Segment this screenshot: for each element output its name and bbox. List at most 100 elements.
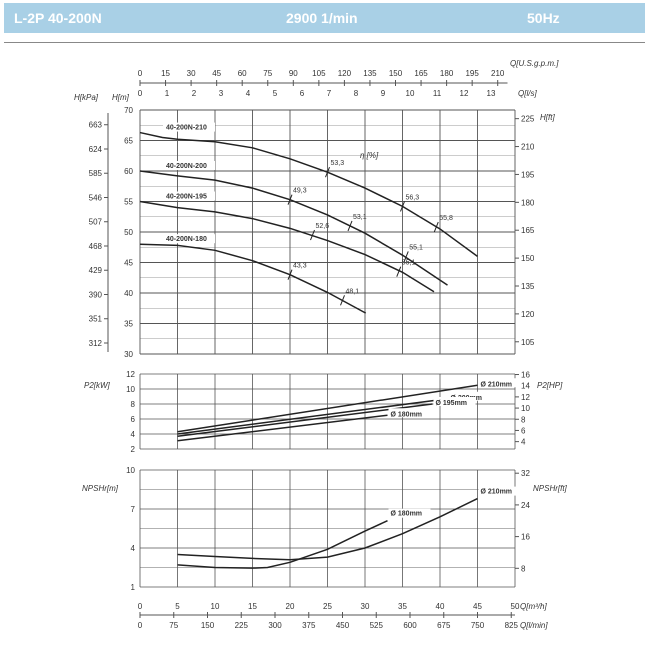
npsh-ft-axis-label: NPSHr[ft] bbox=[533, 484, 568, 493]
lmin-tick: 0 bbox=[138, 621, 143, 630]
p-hp-tick: 6 bbox=[521, 426, 526, 435]
npsh-curve-Ø 180mm bbox=[177, 520, 388, 569]
h-ft-tick: 135 bbox=[521, 282, 535, 291]
lmin-tick: 750 bbox=[471, 621, 485, 630]
efficiency-tick bbox=[340, 295, 345, 306]
efficiency-label: η [%] bbox=[360, 151, 379, 160]
npsh-ft-tick: 16 bbox=[521, 533, 530, 542]
ls-tick: 8 bbox=[354, 89, 359, 98]
lmin-tick: 525 bbox=[370, 621, 384, 630]
gpm-tick: 45 bbox=[212, 69, 221, 78]
m3h-tick: 40 bbox=[436, 602, 445, 611]
h-m-tick: 35 bbox=[124, 320, 133, 329]
ls-tick: 4 bbox=[246, 89, 251, 98]
head-curve-40-200N-180 bbox=[139, 243, 367, 314]
frequency-label: 50Hz bbox=[527, 10, 560, 26]
h-m-tick: 45 bbox=[124, 259, 133, 268]
head-curve-label: 40-200N-200 bbox=[166, 163, 207, 170]
m3h-tick: 50 bbox=[511, 602, 520, 611]
h-m-tick: 40 bbox=[124, 289, 133, 298]
curve-label-bg bbox=[163, 191, 215, 201]
curve-label-bg bbox=[163, 122, 215, 132]
efficiency-value: 55,1 bbox=[409, 244, 423, 251]
m3h-tick: 45 bbox=[473, 602, 482, 611]
ls-tick: 5 bbox=[273, 89, 278, 98]
kpa-tick: 663 bbox=[89, 121, 103, 130]
npsh-m-tick: 7 bbox=[131, 505, 136, 514]
efficiency-value: 52,6 bbox=[316, 223, 330, 230]
efficiency-value: 49,3 bbox=[293, 188, 307, 195]
lmin-tick: 375 bbox=[302, 621, 316, 630]
ls-tick: 1 bbox=[165, 89, 170, 98]
gpm-tick: 150 bbox=[389, 69, 403, 78]
gpm-tick: 75 bbox=[263, 69, 272, 78]
lmin-tick: 450 bbox=[336, 621, 350, 630]
h-m-tick: 60 bbox=[124, 167, 133, 176]
npsh-curve-Ø 210mm bbox=[177, 497, 478, 561]
power-curve-label: Ø 180mm bbox=[391, 411, 423, 418]
gpm-tick: 120 bbox=[338, 69, 352, 78]
npsh-curve-label: Ø 210mm bbox=[481, 489, 513, 496]
ls-tick: 0 bbox=[138, 89, 143, 98]
kpa-tick: 624 bbox=[89, 145, 103, 154]
p-hp-tick: 4 bbox=[521, 438, 526, 447]
curve-label-bg bbox=[388, 408, 431, 418]
curve-label-bg bbox=[478, 486, 521, 496]
curve-label-bg bbox=[433, 397, 476, 406]
h-ft-tick: 120 bbox=[521, 310, 535, 319]
m3h-axis-label: Q[m³/h] bbox=[520, 602, 547, 611]
lmin-tick: 150 bbox=[201, 621, 215, 630]
ls-tick: 10 bbox=[406, 89, 415, 98]
h-ft-tick: 195 bbox=[521, 170, 535, 179]
m3h-tick: 0 bbox=[138, 602, 143, 611]
gpm-tick: 105 bbox=[312, 69, 326, 78]
efficiency-tick bbox=[287, 194, 293, 205]
h-ft-tick: 165 bbox=[521, 226, 535, 235]
kpa-tick: 312 bbox=[89, 339, 103, 348]
lmin-tick: 300 bbox=[268, 621, 282, 630]
ls-tick: 11 bbox=[433, 89, 442, 98]
head-curve-40-200N-210 bbox=[139, 131, 478, 258]
p-kw-tick: 6 bbox=[131, 415, 136, 424]
h-ft-tick: 225 bbox=[521, 115, 535, 124]
lmin-tick: 600 bbox=[403, 621, 417, 630]
h-m-tick: 50 bbox=[124, 228, 133, 237]
efficiency-tick bbox=[287, 269, 293, 280]
curve-label-bg bbox=[163, 234, 215, 244]
h-ft-axis-label: H[ft] bbox=[540, 113, 555, 122]
h-ft-tick: 210 bbox=[521, 143, 535, 152]
efficiency-tick bbox=[396, 266, 402, 277]
m3h-tick: 25 bbox=[323, 602, 332, 611]
gpm-tick: 195 bbox=[465, 69, 479, 78]
m3h-tick: 5 bbox=[175, 602, 180, 611]
kpa-tick: 585 bbox=[89, 169, 103, 178]
gpm-tick: 0 bbox=[138, 69, 143, 78]
p-hp-tick: 10 bbox=[521, 404, 530, 413]
h-m-tick: 70 bbox=[124, 106, 133, 115]
p-hp-tick: 12 bbox=[521, 393, 530, 402]
p-hp-tick: 16 bbox=[521, 371, 530, 380]
gpm-tick: 15 bbox=[161, 69, 170, 78]
power-curve-label: Ø 195mm bbox=[436, 400, 468, 407]
npsh-ft-tick: 32 bbox=[521, 469, 530, 478]
gpm-tick: 210 bbox=[491, 69, 505, 78]
ls-tick: 6 bbox=[300, 89, 305, 98]
curve-label-bg bbox=[448, 391, 491, 401]
m3h-tick: 10 bbox=[211, 602, 220, 611]
head-curve-40-200N-195 bbox=[139, 200, 435, 293]
gpm-axis-label: Q[U.S.g.p.m.] bbox=[510, 59, 559, 68]
curve-label-bg bbox=[388, 508, 431, 518]
efficiency-value: 55,8 bbox=[439, 215, 453, 222]
head-curve-label: 40-200N-180 bbox=[166, 236, 207, 243]
header-divider bbox=[4, 42, 645, 43]
p-hp-tick: 14 bbox=[521, 382, 530, 391]
kpa-tick: 390 bbox=[89, 290, 103, 299]
p-kw-tick: 4 bbox=[131, 430, 136, 439]
m3h-tick: 35 bbox=[398, 602, 407, 611]
lmin-axis-label: Q[l/min] bbox=[520, 621, 548, 630]
ls-tick: 9 bbox=[381, 89, 386, 98]
gpm-tick: 180 bbox=[440, 69, 454, 78]
gpm-tick: 60 bbox=[238, 69, 247, 78]
efficiency-tick bbox=[310, 229, 315, 241]
